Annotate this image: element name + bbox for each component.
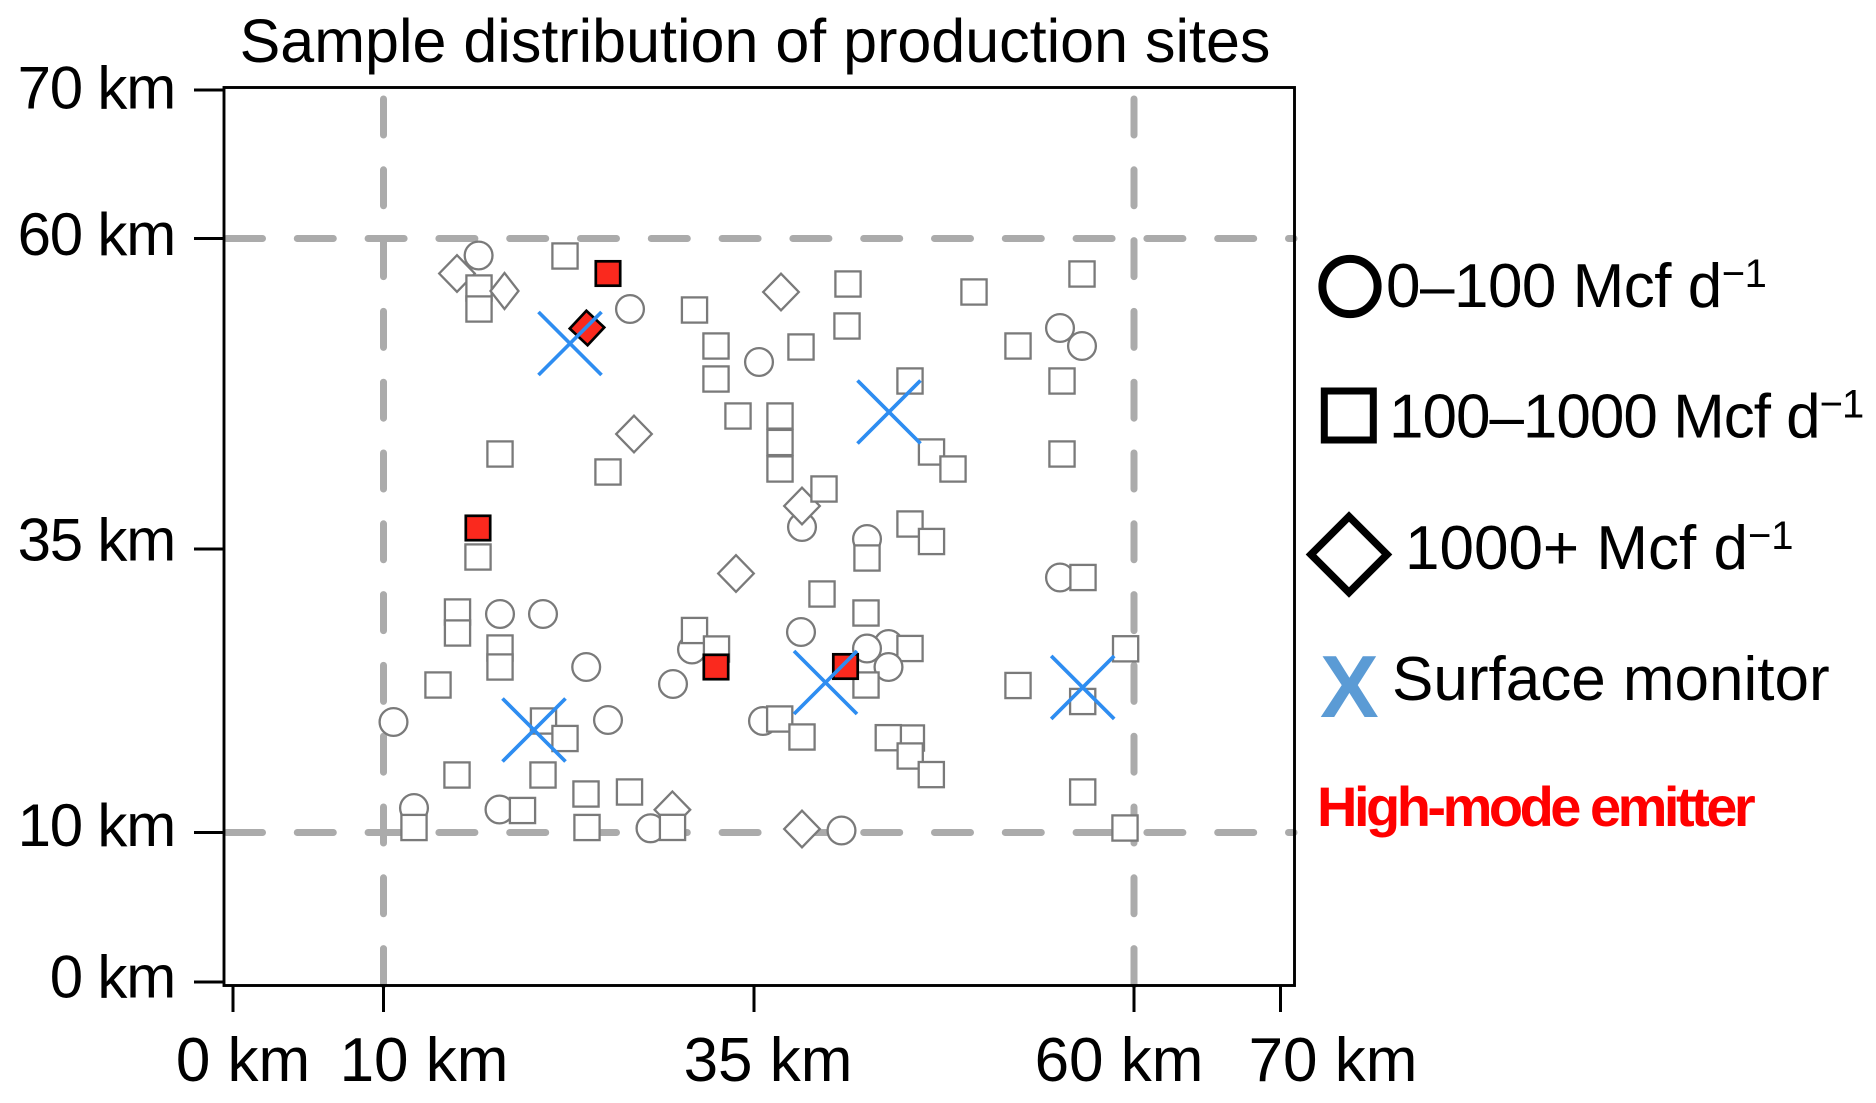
svg-text:60 km: 60 km [18, 201, 175, 268]
svg-text:70 km: 70 km [18, 55, 175, 122]
svg-text:0–100 Mcf d−1: 0–100 Mcf d−1 [1386, 252, 1766, 321]
svg-text:35 km: 35 km [684, 1026, 853, 1095]
svg-text:70 km: 70 km [1249, 1026, 1418, 1095]
svg-text:100–1000 Mcf d−1: 100–1000 Mcf d−1 [1389, 383, 1863, 452]
svg-text:High-mode emitter: High-mode emitter [1317, 775, 1755, 838]
svg-text:0 km: 0 km [176, 1026, 310, 1095]
svg-text:Surface monitor: Surface monitor [1392, 645, 1830, 714]
svg-text:35 km: 35 km [18, 507, 175, 574]
svg-text:60 km: 60 km [1035, 1026, 1204, 1095]
svg-text:10 km: 10 km [340, 1026, 509, 1095]
svg-text:Sample distribution of product: Sample distribution of production sites [240, 7, 1271, 75]
svg-text:0 km: 0 km [50, 944, 175, 1011]
svg-text:1000+ Mcf d−1: 1000+ Mcf d−1 [1405, 514, 1794, 583]
svg-text:X: X [1320, 637, 1379, 736]
svg-text:10 km: 10 km [18, 792, 175, 859]
